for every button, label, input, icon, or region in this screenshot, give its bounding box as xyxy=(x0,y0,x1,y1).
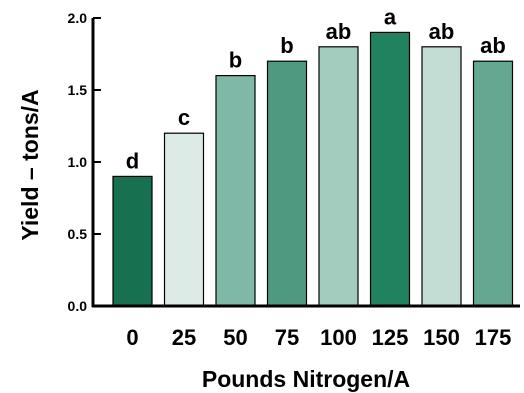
y-tick-label: 1.5 xyxy=(68,82,88,98)
bar-annotation-25: c xyxy=(178,105,190,130)
x-tick-label-100: 100 xyxy=(320,325,357,350)
bar-50 xyxy=(215,74,256,307)
x-tick-label-25: 25 xyxy=(172,325,196,350)
bar-150 xyxy=(421,46,462,307)
y-tick-label: 0.0 xyxy=(68,298,88,314)
x-tick-label-125: 125 xyxy=(372,325,409,350)
y-axis-title: Yield – tons/A xyxy=(17,89,43,240)
bar-annotation-125: a xyxy=(384,4,397,29)
bar-125 xyxy=(369,31,411,307)
bar-annotation-100: ab xyxy=(326,19,352,44)
y-tick-label: 2.0 xyxy=(68,10,88,26)
bars xyxy=(112,31,514,307)
x-tick-label-150: 150 xyxy=(423,325,460,350)
bar-annotation-75: b xyxy=(280,33,293,58)
y-tick-label: 1.0 xyxy=(68,154,88,170)
x-axis-title: Pounds Nitrogen/A xyxy=(202,366,410,392)
bar-annotation-0: d xyxy=(126,148,139,173)
x-ticks: 0 25 50 75 100 125 150 175 xyxy=(126,325,511,350)
bar-annotation-150: ab xyxy=(429,19,455,44)
bar-175 xyxy=(472,60,514,307)
x-tick-label-75: 75 xyxy=(275,325,299,350)
x-tick-label-0: 0 xyxy=(126,325,138,350)
x-tick-label-50: 50 xyxy=(223,325,247,350)
bar-25 xyxy=(163,132,205,307)
y-ticks: 0.0 0.5 1.0 1.5 2.0 xyxy=(68,10,101,314)
y-tick-label: 0.5 xyxy=(68,226,88,242)
bar-0 xyxy=(112,175,153,307)
x-tick-label-175: 175 xyxy=(475,325,512,350)
bar-annotation-175: ab xyxy=(480,33,506,58)
bar-100 xyxy=(318,46,359,307)
bar-75 xyxy=(266,60,308,307)
bar-annotation-50: b xyxy=(229,48,242,73)
